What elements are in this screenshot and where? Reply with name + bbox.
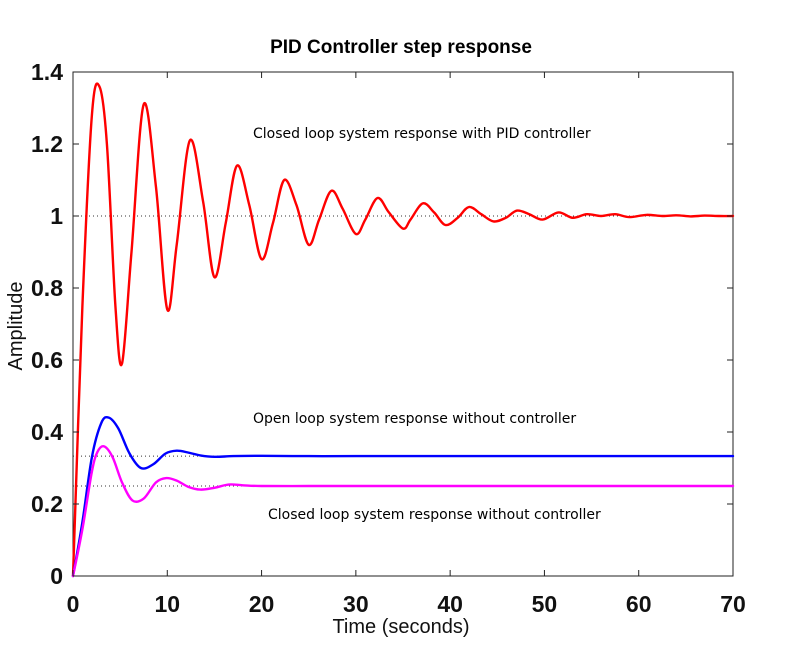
series-line-0: [71, 82, 735, 578]
x-tick-label-3: 30: [343, 591, 369, 617]
x-tick-label-2: 20: [249, 591, 275, 617]
y-axis-label: Amplitude: [5, 282, 27, 371]
x-tick-label-5: 50: [532, 591, 558, 617]
annotation-open-loop: Open loop system response without contro…: [253, 411, 576, 427]
y-tick-label-5: 1: [50, 203, 63, 229]
series-line-2: [71, 445, 735, 578]
x-tick-label-0: 0: [67, 591, 80, 617]
x-axis-ticks: 0 10 20 30 40 50 60 70: [67, 72, 746, 617]
y-tick-label-0: 0: [50, 563, 63, 589]
series-layer: [71, 82, 735, 578]
x-tick-label-1: 10: [154, 591, 180, 617]
y-tick-label-6: 1.2: [31, 131, 63, 157]
x-tick-label-4: 40: [437, 591, 463, 617]
y-tick-label-3: 0.6: [31, 347, 63, 373]
annotation-pid: Closed loop system response with PID con…: [253, 126, 591, 142]
y-tick-label-7: 1.4: [31, 59, 63, 85]
y-axis-ticks: 0 0.2 0.4 0.6 0.8 1 1.2 1.4: [31, 59, 733, 589]
plot-frame: [72, 71, 734, 577]
x-tick-label-6: 60: [626, 591, 652, 617]
chart-title: PID Controller step response: [270, 37, 532, 58]
y-tick-label-4: 0.8: [31, 275, 63, 301]
x-tick-label-7: 70: [720, 591, 746, 617]
annotation-closed-loop: Closed loop system response without cont…: [268, 507, 601, 523]
reference-lines: [73, 215, 733, 487]
series-line-1: [71, 415, 735, 578]
x-axis-label: Time (seconds): [332, 616, 469, 638]
y-tick-label-1: 0.2: [31, 491, 63, 517]
y-tick-label-2: 0.4: [31, 419, 63, 445]
